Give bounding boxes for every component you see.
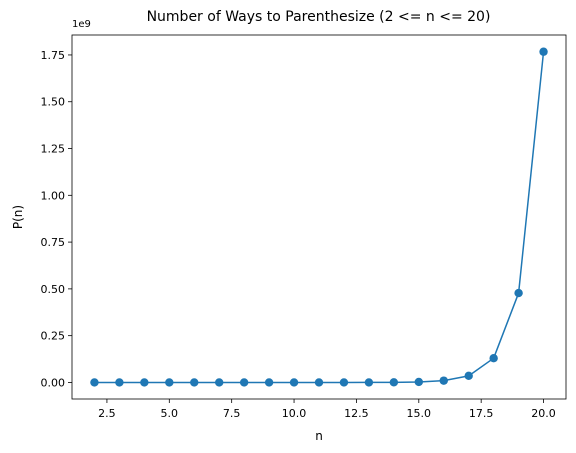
data-point: [239, 378, 249, 387]
data-point: [389, 378, 399, 387]
y-offset-label: 1e9: [72, 19, 91, 30]
data-point: [190, 378, 199, 387]
x-tick-label: 2.5: [98, 407, 116, 420]
data-point: [215, 378, 224, 387]
data-point: [464, 371, 473, 381]
y-tick-label: 0.25: [41, 330, 66, 343]
y-tick-label: 1.75: [41, 49, 66, 62]
x-tick-label: 20.0: [531, 407, 556, 420]
chart-title: Number of Ways to Parenthesize (2 <= n <…: [147, 9, 491, 25]
data-point: [115, 378, 124, 387]
y-axis-label: P(n): [11, 205, 25, 229]
data-point: [165, 378, 174, 387]
x-axis-label: n: [315, 429, 323, 443]
data-point: [514, 288, 523, 298]
data-point: [314, 378, 324, 387]
data-point: [489, 353, 498, 363]
data-point: [364, 378, 374, 387]
data-point: [414, 377, 423, 387]
data-point: [539, 47, 548, 56]
y-tick-label: 0.50: [41, 283, 66, 296]
data-points: [90, 47, 548, 387]
x-tick-label: 7.5: [223, 407, 241, 420]
x-tick-label: 12.5: [344, 407, 369, 420]
data-point: [90, 378, 99, 387]
plot-frame: [71, 34, 567, 400]
data-point: [339, 378, 349, 387]
y-tick-label: 1.00: [41, 189, 66, 202]
data-point: [289, 378, 299, 387]
data-point: [439, 376, 448, 385]
x-axis-ticks: 2.5 5.0 7.5 10.0 12.5 15.0 17.5 20.0: [98, 399, 556, 420]
y-tick-label: 0.00: [41, 376, 66, 389]
y-axis-ticks: 0.00 0.25 0.50 0.75 1.00 1.25 1.50 1.75: [41, 49, 72, 389]
y-tick-label: 1.25: [41, 143, 66, 156]
data-point: [264, 378, 274, 387]
data-point: [140, 378, 149, 387]
x-tick-label: 10.0: [282, 407, 307, 420]
y-tick-label: 0.75: [41, 236, 66, 249]
plot-area: [72, 35, 566, 399]
x-tick-label: 5.0: [161, 407, 179, 420]
x-tick-label: 15.0: [407, 407, 432, 420]
y-tick-label: 1.50: [41, 96, 66, 109]
x-tick-label: 17.5: [469, 407, 494, 420]
